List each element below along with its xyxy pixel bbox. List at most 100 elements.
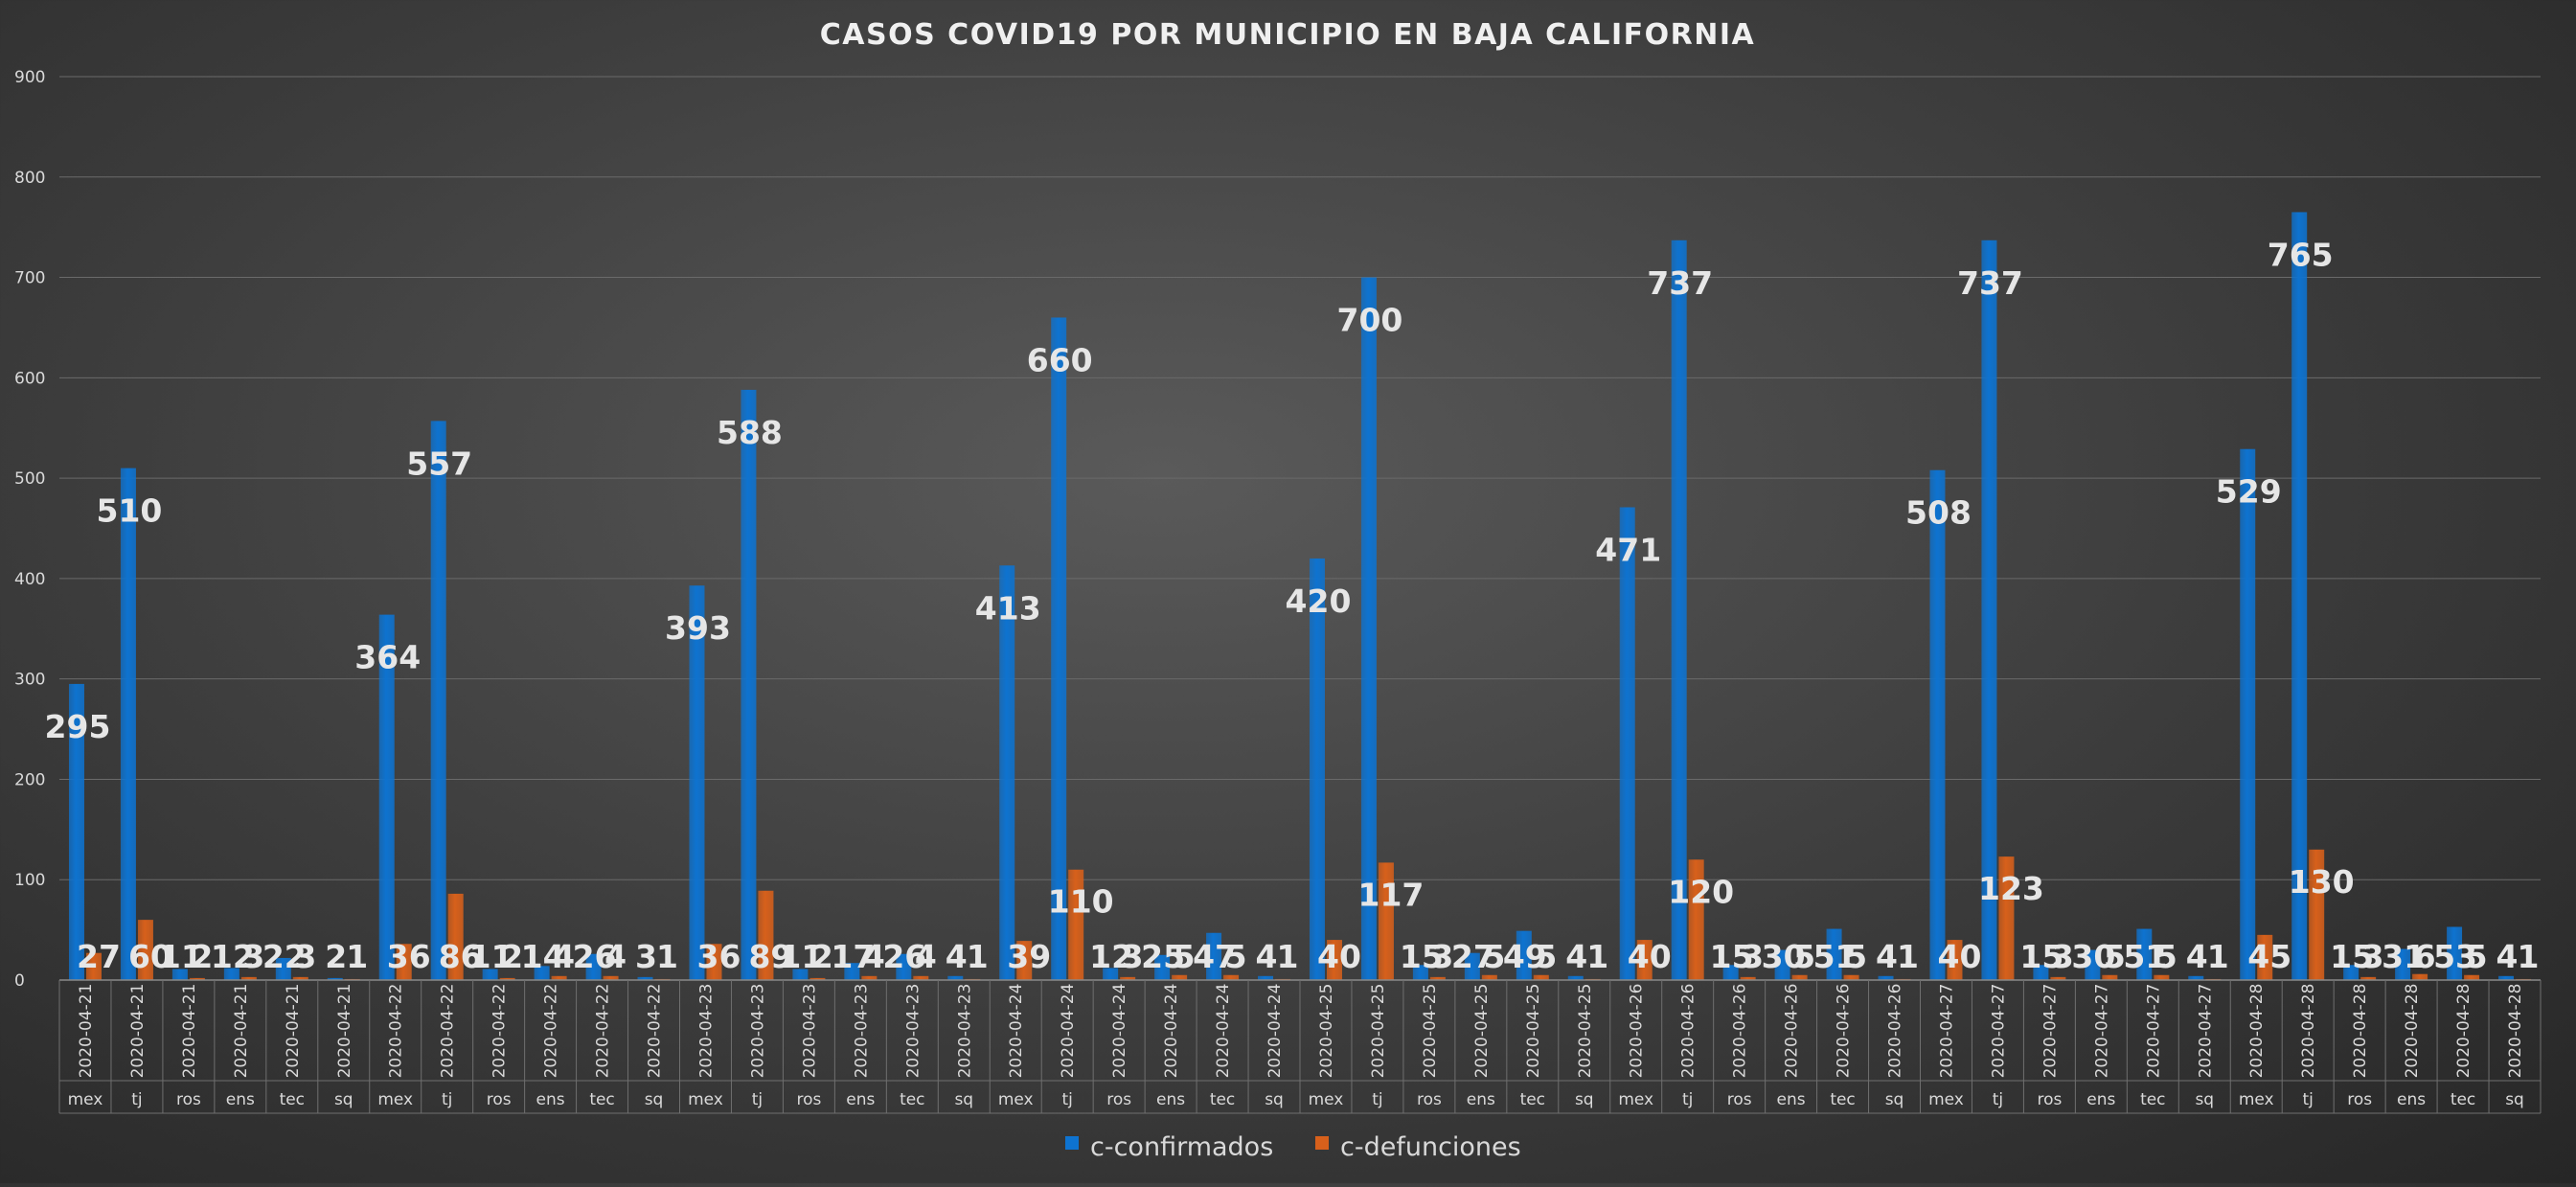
bar-c-defunciones — [2154, 974, 2170, 980]
x-tick-municipio: tec — [1520, 1090, 1545, 1109]
x-tick-municipio: ens — [536, 1090, 565, 1109]
data-label-c-confirmados: 51 — [2123, 938, 2167, 975]
data-label-c-confirmados: 529 — [2216, 473, 2282, 511]
data-label-c-confirmados: 660 — [1027, 341, 1093, 378]
bar-c-defunciones — [1016, 941, 1033, 980]
bar-c-confirmados — [2395, 948, 2411, 980]
x-tick-date: 2020-04-27 — [2196, 984, 2215, 1079]
bar-c-confirmados — [2343, 965, 2359, 980]
data-label-c-defunciones: 89 — [748, 938, 792, 975]
data-label-c-defunciones: 130 — [2289, 863, 2355, 901]
x-tick-date: 2020-04-21 — [335, 984, 354, 1079]
bar-c-confirmados — [534, 966, 550, 980]
x-tick-date: 2020-04-26 — [1783, 984, 1802, 1079]
bar-c-confirmados — [1206, 932, 1222, 980]
bar-c-defunciones — [1947, 940, 1963, 980]
x-tick-municipio: ros — [176, 1090, 201, 1109]
x-tick-municipio: tj — [131, 1090, 142, 1109]
bar-c-defunciones — [1791, 974, 1808, 980]
data-label-c-confirmados: 4 — [2186, 938, 2208, 975]
data-label-c-defunciones: 27 — [77, 938, 121, 975]
x-tick-municipio: ros — [796, 1090, 821, 1109]
bar-c-defunciones — [2412, 973, 2428, 980]
data-label-c-defunciones: 5 — [1483, 938, 1505, 975]
data-label-c-confirmados: 14 — [521, 938, 565, 975]
x-tick-date: 2020-04-27 — [2144, 984, 2163, 1079]
data-label-c-confirmados: 31 — [2382, 938, 2426, 975]
y-tick-label: 100 — [14, 871, 45, 890]
bar-c-confirmados — [2033, 965, 2049, 980]
x-axis: 2020-04-21 mex 2020-04-21 tj 2020-04-21 ros 20… — [58, 979, 2542, 1114]
data-label-c-defunciones: 120 — [1668, 873, 1734, 910]
data-label-c-defunciones: 6 — [2414, 938, 2436, 975]
data-label-c-defunciones: 2 — [501, 938, 523, 975]
bar-c-confirmados — [1567, 975, 1584, 980]
bar-c-confirmados — [2136, 928, 2153, 980]
data-label-c-confirmados: 4 — [946, 938, 968, 975]
legend-swatch-defunciones — [1315, 1136, 1329, 1150]
x-tick-date: 2020-04-23 — [852, 984, 871, 1079]
data-label-c-confirmados: 27 — [1451, 938, 1495, 975]
legend-label-defunciones: c-defunciones — [1340, 1132, 1521, 1162]
bar-c-defunciones — [809, 977, 826, 980]
bar-c-confirmados — [844, 963, 860, 980]
bar-c-confirmados — [1981, 240, 1997, 980]
data-label-c-confirmados: 12 — [211, 938, 255, 975]
x-tick-date: 2020-04-25 — [1524, 984, 1543, 1079]
data-label-c-defunciones: 1 — [2207, 938, 2229, 975]
chart-title: CASOS COVID19 POR MUNICIPIO EN BAJA CALI… — [820, 18, 1755, 52]
bar-c-confirmados — [2498, 975, 2515, 980]
data-label-c-defunciones: 86 — [439, 938, 483, 975]
bar-c-confirmados — [637, 976, 653, 980]
data-label-c-confirmados: 11 — [159, 938, 203, 975]
data-label-c-defunciones: 1 — [967, 938, 989, 975]
x-tick-municipio: tj — [442, 1090, 452, 1109]
data-label-c-confirmados: 4 — [1256, 938, 1278, 975]
data-label-c-defunciones: 39 — [1007, 938, 1051, 975]
data-label-c-confirmados: 737 — [1957, 264, 2023, 302]
data-label-c-confirmados: 25 — [1141, 938, 1185, 975]
x-tick-date: 2020-04-22 — [542, 984, 561, 1079]
x-tick-municipio: tec — [900, 1090, 924, 1109]
bar-c-defunciones — [240, 976, 257, 980]
data-label-c-defunciones: 60 — [128, 938, 172, 975]
data-label-c-defunciones: 1 — [1897, 938, 1919, 975]
bar-c-defunciones — [499, 977, 515, 980]
y-tick-label: 800 — [14, 169, 45, 188]
data-label-c-confirmados: 11 — [779, 938, 823, 975]
bar-c-confirmados — [2188, 975, 2204, 980]
bar-c-defunciones — [1223, 974, 1240, 980]
data-label-c-confirmados: 2 — [325, 938, 347, 975]
bar-c-defunciones — [2360, 976, 2377, 980]
data-label-c-defunciones: 1 — [2518, 938, 2540, 975]
data-label-c-confirmados: 364 — [354, 639, 421, 676]
x-tick-date: 2020-04-24 — [1265, 984, 1285, 1079]
bar-c-confirmados — [2085, 949, 2101, 980]
bar-c-defunciones — [447, 893, 464, 980]
x-tick-municipio: mex — [377, 1090, 413, 1109]
x-tick-municipio: sq — [1575, 1090, 1594, 1109]
x-tick-municipio: tec — [2140, 1090, 2165, 1109]
x-tick-municipio: tj — [2302, 1090, 2313, 1109]
data-label-c-defunciones: 1 — [1277, 938, 1299, 975]
x-tick-date: 2020-04-27 — [2040, 984, 2060, 1079]
data-label-c-defunciones: 2 — [811, 938, 833, 975]
data-label-c-confirmados: 30 — [1762, 938, 1806, 975]
x-tick-date: 2020-04-21 — [284, 984, 303, 1079]
data-label-c-defunciones: 40 — [1317, 938, 1361, 975]
bar-c-defunciones — [85, 952, 102, 980]
data-label-c-confirmados: 471 — [1595, 531, 1661, 568]
bar-c-defunciones — [1688, 859, 1704, 980]
x-tick-date: 2020-04-24 — [1007, 984, 1026, 1079]
bar-c-confirmados — [1619, 507, 1635, 980]
bar-c-confirmados — [1826, 928, 1842, 980]
x-tick-date: 2020-04-24 — [1110, 984, 1129, 1079]
x-tick-date: 2020-04-23 — [696, 984, 716, 1079]
data-label-c-confirmados: 510 — [96, 492, 162, 530]
y-tick-label: 900 — [14, 68, 45, 87]
data-label-c-defunciones: 36 — [387, 938, 431, 975]
x-tick-date: 2020-04-26 — [1679, 984, 1698, 1079]
x-tick-date: 2020-04-22 — [594, 984, 613, 1079]
